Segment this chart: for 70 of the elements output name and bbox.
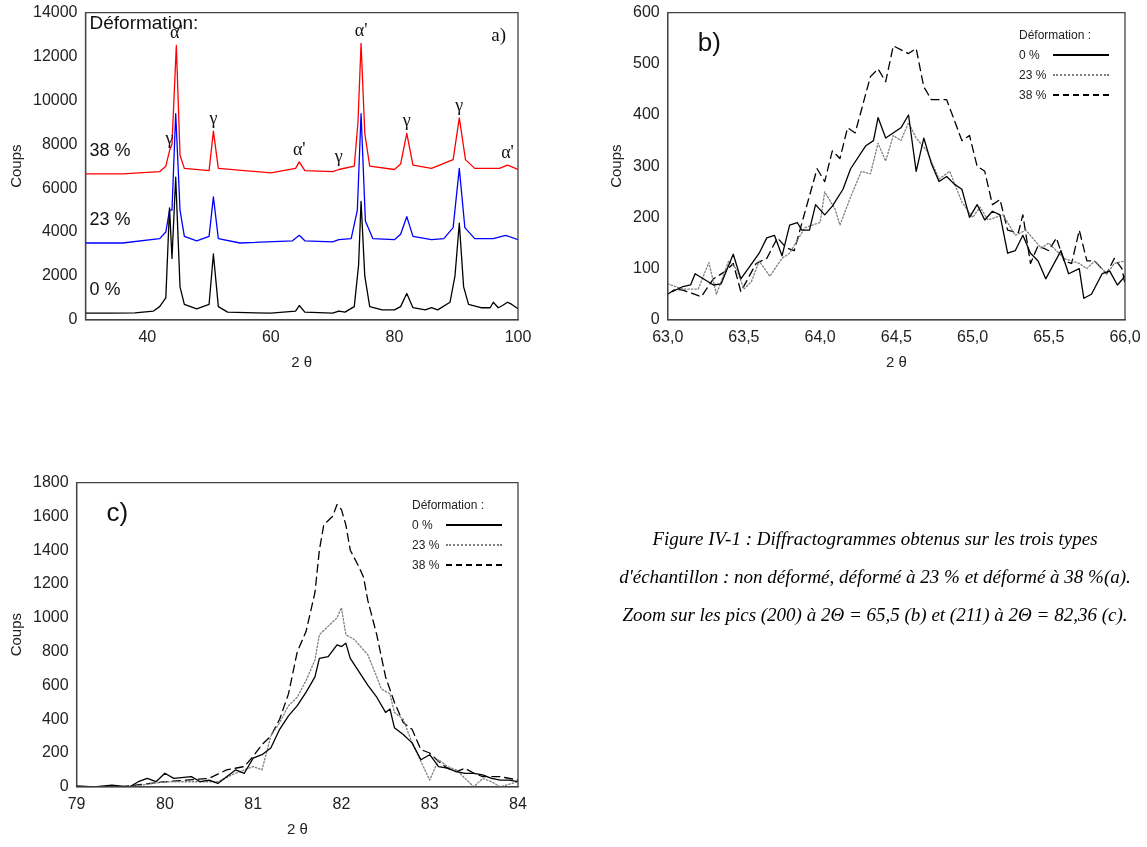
- x-axis-title: 2 θ: [885, 353, 907, 371]
- y-tick-label: 12000: [32, 46, 78, 64]
- series-label: 38 %: [89, 139, 131, 160]
- y-tick-label: 1000: [33, 608, 69, 626]
- annotation: b): [697, 26, 721, 57]
- x-tick-label: 79: [67, 794, 86, 812]
- x-tick-label: 40: [138, 327, 157, 345]
- y-tick-label: 0: [68, 310, 78, 328]
- series-label: 0 %: [89, 279, 121, 300]
- y-tick-label: 400: [41, 709, 69, 727]
- x-tick-label: 64,0: [804, 327, 836, 345]
- legend-label: 0 %: [412, 516, 434, 534]
- y-tick-label: 200: [41, 743, 69, 761]
- annotation: c): [106, 496, 129, 527]
- annotation: α': [292, 138, 306, 159]
- x-tick-label: 65,5: [1033, 327, 1065, 345]
- x-tick-label: 63,5: [728, 327, 760, 345]
- annotation: α': [501, 141, 514, 162]
- legend-label: 23 %: [412, 536, 441, 554]
- y-tick-label: 200: [632, 207, 660, 225]
- x-tick-label: 80: [385, 327, 404, 345]
- x-tick-label: 100: [504, 327, 532, 345]
- x-tick-label: 84: [509, 794, 527, 812]
- y-tick-label: 500: [632, 54, 660, 72]
- x-tick-label: 63,0: [652, 327, 684, 345]
- y-tick-label: 0: [650, 310, 660, 328]
- annotation: γ: [454, 94, 464, 115]
- y-tick-label: 400: [632, 105, 660, 123]
- y-tick-label: 300: [632, 156, 660, 174]
- annotation: γ: [401, 110, 411, 131]
- x-axis-title: 2 θ: [291, 353, 313, 371]
- x-axis-title: 2 θ: [286, 820, 308, 838]
- y-tick-label: 8000: [41, 134, 78, 152]
- y-tick-label: 10000: [32, 90, 78, 108]
- y-tick-label: 1400: [33, 540, 69, 558]
- x-tick-label: 65,0: [956, 327, 989, 345]
- y-tick-label: 1800: [33, 473, 69, 491]
- x-tick-label: 82: [332, 794, 351, 812]
- y-axis-title: Coups: [607, 144, 625, 188]
- legend-title: Déformation :: [1019, 26, 1093, 44]
- annotation: a): [491, 24, 506, 47]
- y-tick-label: 800: [41, 642, 69, 660]
- legend-title: Déformation :: [412, 496, 486, 514]
- x-tick-label: 80: [155, 794, 174, 812]
- y-tick-label: 0: [59, 777, 69, 795]
- y-tick-label: 100: [632, 259, 660, 277]
- x-tick-label: 81: [244, 794, 263, 812]
- annotation: γ: [333, 146, 343, 167]
- text: Figure IV-1 : Diffractogrammes obtenus sur les trois types d'échantillon : non déformé, déformé à 23 % et déformé à 38 %(a). Zoom sur les pics (200) à 2Θ = 65,5 (b) et (211) à 2Θ = 82,36 (c).: [618, 527, 1132, 627]
- legend-label: 38 %: [412, 556, 441, 574]
- y-axis-title: Coups: [7, 144, 25, 188]
- legend-label: 23 %: [1019, 66, 1048, 84]
- y-axis-title: Coups: [7, 613, 25, 657]
- x-tick-label: 83: [420, 794, 439, 812]
- x-tick-label: 60: [261, 327, 280, 345]
- y-tick-label: 2000: [41, 266, 78, 284]
- legend-label: 38 %: [1019, 86, 1048, 104]
- x-tick-label: 64,5: [880, 327, 913, 345]
- y-tick-label: 600: [41, 675, 69, 693]
- annotation: γ: [208, 107, 218, 128]
- y-tick-label: 4000: [41, 222, 78, 240]
- y-tick-label: 14000: [32, 3, 78, 21]
- series-label: 23 %: [89, 208, 131, 229]
- legend-label: 0 %: [1019, 46, 1041, 64]
- x-tick-label: 66,0: [1109, 327, 1141, 345]
- y-tick-label: 600: [632, 3, 660, 21]
- y-tick-label: 6000: [41, 178, 78, 196]
- annotation: α': [354, 20, 368, 41]
- y-tick-label: 1600: [33, 506, 69, 524]
- y-tick-label: 1200: [33, 574, 69, 592]
